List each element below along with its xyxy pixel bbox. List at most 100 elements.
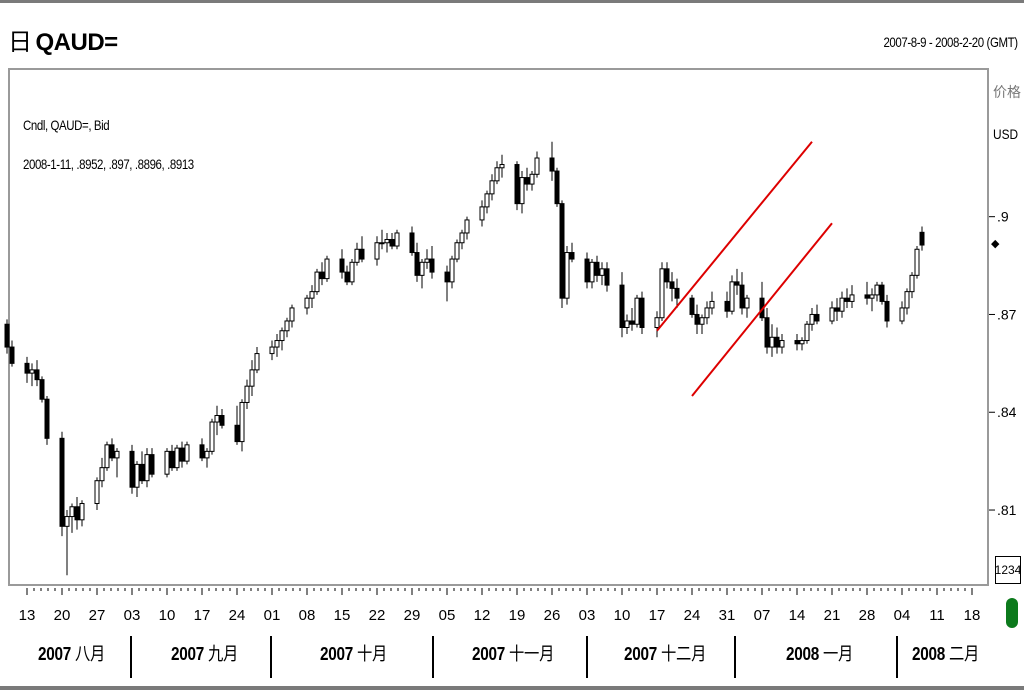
candle-body (699, 317, 705, 325)
candle-body (664, 268, 670, 283)
candle-body (449, 258, 455, 283)
candle-body (494, 167, 500, 182)
candle (604, 262, 610, 292)
x-tick-label: 31 (719, 607, 736, 624)
candle (794, 334, 800, 351)
candle-body (149, 454, 155, 475)
candle-body (899, 307, 905, 322)
candle (729, 275, 735, 315)
candle-body (29, 369, 35, 374)
candle (284, 317, 290, 338)
date-range-label: 2007-8-9 - 2008-2-20 (GMT) (883, 34, 1019, 50)
candle (674, 278, 680, 308)
candle-body (239, 401, 245, 443)
candle-body (359, 248, 365, 260)
candle-body (379, 242, 385, 245)
candle (424, 249, 430, 269)
candle (834, 298, 840, 321)
candle (529, 171, 535, 191)
candle (244, 379, 250, 409)
candle (414, 242, 420, 282)
candle (739, 272, 745, 315)
candle (654, 311, 660, 338)
candle-body (174, 447, 180, 469)
candle-body (244, 385, 250, 403)
candle-body (384, 238, 390, 244)
candle (429, 246, 435, 279)
candle-body (374, 242, 380, 260)
candle (519, 171, 525, 214)
candle (234, 405, 240, 445)
candle-body (114, 450, 120, 459)
candle (44, 395, 50, 445)
candle-body (559, 203, 565, 299)
candle-body (779, 340, 785, 348)
candle-body (319, 271, 325, 280)
month-axis: 2007 八月 2007 九月 2007 十月 2007 十一月 2007 十二… (0, 640, 990, 676)
candle (694, 304, 700, 335)
candle-body (814, 313, 820, 322)
x-tick-label: 13 (19, 607, 36, 624)
candle (109, 438, 115, 462)
volume-axis-box[interactable]: 1234 (995, 556, 1021, 584)
candle-body (344, 271, 350, 283)
candle (864, 281, 870, 305)
candle (354, 242, 360, 266)
candle (569, 242, 575, 263)
candle (599, 262, 605, 286)
candle-body (919, 231, 925, 246)
candle (454, 239, 460, 263)
x-ticks-layer: 13 20 27 03 10 17 24 01 08 15 22 29 05 12 19 26 03 10 17 24… (19, 588, 980, 624)
candle-body (529, 173, 535, 185)
candle-body (249, 369, 255, 387)
candle-body (709, 300, 715, 309)
candle-body (454, 242, 460, 260)
candle-body (339, 258, 345, 273)
candle (839, 291, 845, 318)
candle (904, 288, 910, 315)
month-label-aug: 2007 八月 (38, 644, 106, 664)
candle-body (589, 261, 595, 283)
candle (59, 431, 65, 537)
candle-body (849, 294, 855, 302)
month-separator (586, 636, 588, 678)
x-tick-label: 05 (439, 607, 456, 624)
candle (29, 363, 35, 387)
month-separator (130, 636, 132, 678)
candle-body (109, 444, 115, 459)
candle (254, 347, 260, 374)
candle (289, 304, 295, 328)
candle-body (284, 320, 290, 332)
candle-body (24, 362, 30, 374)
candle (909, 272, 915, 299)
x-tick-label: 24 (229, 607, 246, 624)
candle-body (724, 300, 730, 312)
candles-layer (4, 141, 925, 576)
candle (209, 418, 215, 455)
candle (169, 444, 175, 471)
month-separator (896, 636, 898, 678)
channel-line (656, 141, 813, 332)
x-tick-label: 07 (754, 607, 771, 624)
candle-body (599, 268, 605, 276)
candle-body (844, 297, 850, 302)
candle (899, 301, 905, 325)
candle-body (764, 317, 770, 348)
candle (844, 288, 850, 308)
x-tick-label: 24 (684, 607, 701, 624)
candle-body (704, 307, 710, 319)
instrument-title: 日 QAUD= (8, 22, 118, 57)
candle (314, 268, 320, 295)
candle-body (619, 284, 625, 329)
candle (104, 441, 110, 471)
candle-body (199, 444, 205, 459)
candle (304, 294, 310, 315)
candle (344, 265, 350, 286)
candle (524, 167, 530, 191)
candle-body (234, 424, 240, 443)
candle (24, 356, 30, 383)
y-axis-title: 价格 (993, 84, 1021, 100)
candle-body (279, 330, 285, 342)
candle (349, 259, 355, 286)
y-ticks-layer: .9 .87 .84 .81 (989, 209, 1017, 518)
